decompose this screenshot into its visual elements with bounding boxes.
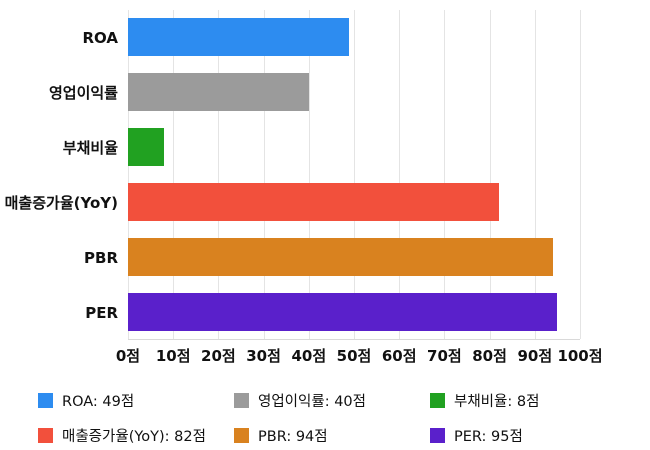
bar-row [128, 65, 580, 120]
x-tick-label: 60점 [381, 347, 417, 365]
x-tick-label: 40점 [291, 347, 327, 365]
gridline [354, 10, 355, 339]
legend-label: 부채비율: 8점 [454, 394, 540, 410]
legend-label: PER: 95점 [454, 429, 523, 445]
category-label: ROA [82, 28, 118, 47]
legend-swatch [430, 393, 445, 408]
legend-swatch [234, 393, 249, 408]
gridline [399, 10, 401, 339]
bar-row [128, 284, 580, 339]
gridline [308, 10, 310, 339]
x-tick-label: 30점 [246, 347, 281, 365]
legend-item[interactable]: PBR: 94점 [234, 425, 430, 446]
gridline [489, 10, 491, 339]
legend-swatch [38, 428, 53, 443]
bars-container [128, 10, 580, 339]
x-tick-label: 50점 [336, 347, 372, 365]
x-tick-label: 90점 [517, 347, 553, 365]
x-tick-label: 20점 [201, 347, 236, 365]
legend-swatch [234, 428, 249, 443]
legend-label: 영업이익률: 40점 [258, 394, 366, 410]
bar [128, 73, 309, 112]
legend-item[interactable]: PER: 95점 [430, 425, 626, 446]
bar-row [128, 174, 580, 229]
bar [128, 18, 350, 57]
gridline [263, 10, 265, 339]
legend-label: ROA: 49점 [62, 394, 135, 410]
legend-label: 매출증가율(YoY): 82점 [62, 429, 206, 445]
legend-item[interactable]: 부채비율: 8점 [430, 390, 626, 411]
x-tick-label: 0점 [115, 347, 141, 365]
legend-item[interactable]: 매출증가율(YoY): 82점 [38, 425, 234, 446]
category-label: PER [85, 303, 118, 322]
category-label: 영업이익률 [48, 84, 118, 102]
legend-swatch [430, 428, 445, 443]
bar [128, 182, 499, 221]
gridline [218, 10, 220, 339]
x-tick-label: 70점 [427, 347, 462, 365]
gridline [580, 10, 581, 339]
bar-row [128, 10, 580, 65]
gridline [534, 10, 536, 339]
x-axis: 0점 10점 20점 30점 40점 50점 60점 70점 80점 90점 100점 [116, 340, 603, 366]
legend-swatch [38, 393, 53, 408]
category-label: 매출증가율(YoY) [4, 194, 118, 212]
x-tick-label: 80점 [472, 347, 507, 365]
legend-item[interactable]: ROA: 49점 [38, 390, 234, 411]
x-tick-label: 100점 [557, 347, 603, 365]
bar-row [128, 229, 580, 284]
legend-label: PBR: 94점 [258, 429, 328, 445]
category-label: PBR [84, 248, 118, 267]
bar [128, 237, 553, 276]
gridline [173, 10, 175, 339]
gridline [128, 10, 129, 339]
x-tick-label: 10점 [155, 347, 191, 365]
plot-area [128, 10, 581, 340]
legend-item[interactable]: 영업이익률: 40점 [234, 390, 430, 411]
bar [128, 128, 165, 167]
bar [128, 292, 558, 331]
category-label: 부채비율 [62, 139, 118, 157]
gridline [444, 10, 446, 339]
bar-row [128, 120, 580, 175]
